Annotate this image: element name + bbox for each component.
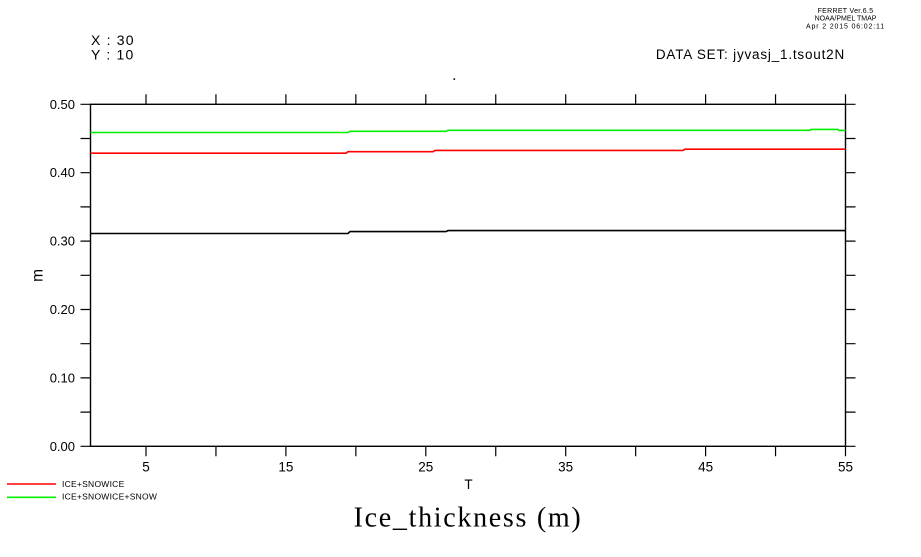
svg-text:35: 35 bbox=[558, 460, 573, 475]
svg-text:Y : 10: Y : 10 bbox=[91, 47, 135, 63]
svg-text:0.40: 0.40 bbox=[50, 165, 75, 180]
svg-text:25: 25 bbox=[418, 460, 433, 475]
svg-text:X : 30: X : 30 bbox=[91, 32, 135, 48]
svg-text:m: m bbox=[30, 269, 47, 282]
svg-text:45: 45 bbox=[698, 460, 713, 475]
svg-text:5: 5 bbox=[142, 460, 150, 475]
svg-text:0.30: 0.30 bbox=[50, 234, 75, 249]
svg-text:DATA SET: jyvasj_1.tsout2N: DATA SET: jyvasj_1.tsout2N bbox=[656, 47, 845, 62]
svg-text:Apr 2 2015 06:02:11: Apr 2 2015 06:02:11 bbox=[806, 24, 885, 31]
svg-text:0.10: 0.10 bbox=[50, 370, 75, 385]
svg-text:Ice_thickness (m): Ice_thickness (m) bbox=[354, 503, 583, 534]
svg-text:15: 15 bbox=[278, 460, 293, 475]
svg-text:ICE+SNOWICE+SNOW: ICE+SNOWICE+SNOW bbox=[62, 492, 157, 502]
svg-text:0.00: 0.00 bbox=[50, 439, 75, 454]
svg-text:ICE+SNOWICE: ICE+SNOWICE bbox=[62, 479, 125, 489]
svg-text:0.20: 0.20 bbox=[50, 302, 75, 317]
svg-text:T: T bbox=[464, 477, 472, 492]
svg-text:FERRET Ver.6.5: FERRET Ver.6.5 bbox=[818, 8, 874, 15]
svg-text:NOAA/PMEL TMAP: NOAA/PMEL TMAP bbox=[815, 16, 877, 23]
svg-text:55: 55 bbox=[838, 460, 853, 475]
svg-text:0.50: 0.50 bbox=[50, 97, 75, 112]
